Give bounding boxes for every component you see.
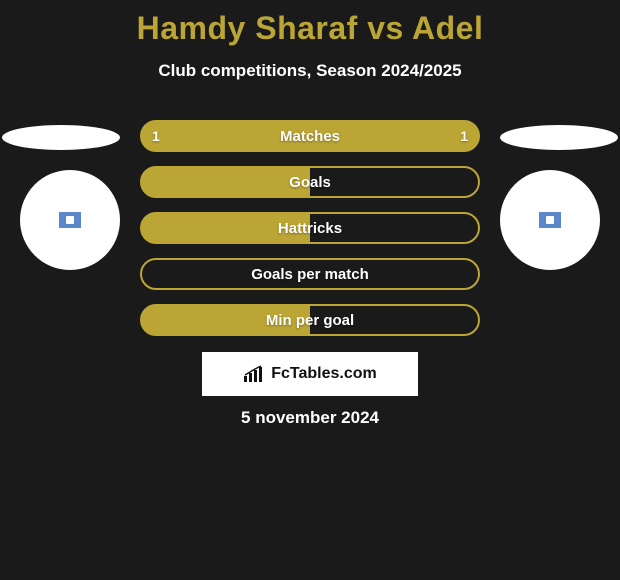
platform-right bbox=[500, 125, 618, 150]
brand-badge: FcTables.com bbox=[202, 352, 418, 396]
bar-label: Goals per match bbox=[251, 266, 369, 283]
page-subtitle: Club competitions, Season 2024/2025 bbox=[0, 61, 620, 81]
chart-icon bbox=[243, 365, 265, 383]
player-avatar-left bbox=[20, 170, 120, 270]
comparison-bars: 1 Matches 1 Goals Hattricks Goals per ma… bbox=[140, 120, 480, 350]
bar-row-goals-per-match: Goals per match bbox=[140, 258, 480, 290]
bar-label: Goals bbox=[289, 174, 331, 191]
bar-value-left: 1 bbox=[152, 128, 160, 144]
bar-label: Min per goal bbox=[266, 312, 354, 329]
player-avatar-right bbox=[500, 170, 600, 270]
platform-left bbox=[2, 125, 120, 150]
flag-icon bbox=[539, 212, 561, 228]
bar-label: Matches bbox=[280, 128, 340, 145]
bar-row-matches: 1 Matches 1 bbox=[140, 120, 480, 152]
bar-row-hattricks: Hattricks bbox=[140, 212, 480, 244]
bar-label: Hattricks bbox=[278, 220, 342, 237]
brand-text: FcTables.com bbox=[271, 365, 377, 383]
bar-value-right: 1 bbox=[460, 128, 468, 144]
bar-row-min-per-goal: Min per goal bbox=[140, 304, 480, 336]
bar-row-goals: Goals bbox=[140, 166, 480, 198]
flag-icon bbox=[59, 212, 81, 228]
footer-date: 5 november 2024 bbox=[0, 408, 620, 428]
page-title: Hamdy Sharaf vs Adel bbox=[0, 0, 620, 47]
